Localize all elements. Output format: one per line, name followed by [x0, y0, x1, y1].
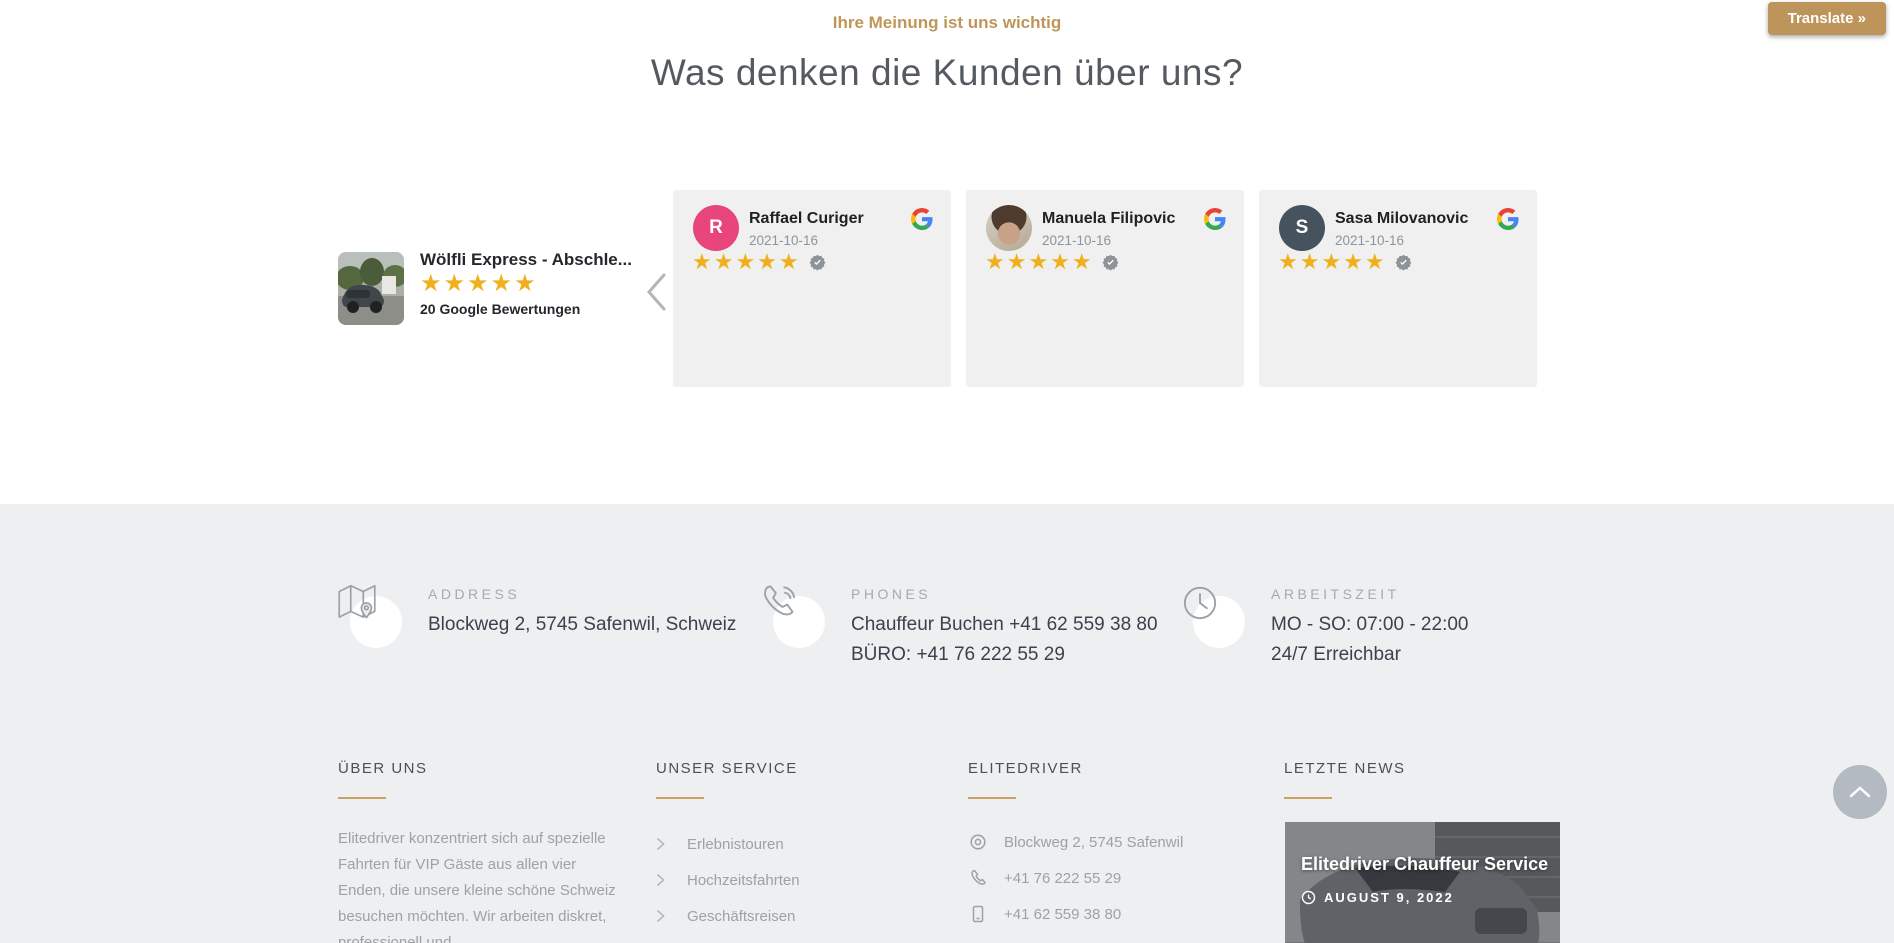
service-label: Hochzeitsfahrten: [687, 871, 800, 889]
news-car-image: [1285, 822, 1560, 943]
avatar: R: [693, 205, 739, 251]
elitedriver-column-title: ELITEDRIVER: [968, 760, 1083, 777]
review-card: S Sasa Milovanovic 2021-10-16 ★★★★★: [1259, 190, 1537, 387]
carousel-prev-button[interactable]: [645, 272, 669, 312]
news-article-card[interactable]: Elitedriver Chauffeur Service AUGUST 9, …: [1285, 822, 1560, 943]
footer-email-text: info@elitedriver.ch: [1004, 942, 1128, 943]
business-rating-stars: ★★★★★: [420, 270, 538, 297]
verified-badge-icon: [1102, 254, 1119, 271]
scroll-to-top-button[interactable]: [1833, 765, 1887, 819]
chevron-left-icon: [646, 273, 666, 311]
footer-address-text: Blockweg 2, 5745 Safenwil: [1004, 833, 1184, 851]
phone-line-chauffeur[interactable]: Chauffeur Buchen +41 62 559 38 80: [851, 614, 1158, 635]
news-article-title[interactable]: Elitedriver Chauffeur Service: [1301, 854, 1549, 874]
footer-phone-text: +41 76 222 55 29: [1004, 869, 1122, 887]
review-rating: ★★★★★: [692, 251, 826, 273]
footer-phone-item[interactable]: +41 76 222 55 29: [968, 860, 1248, 896]
review-date: 2021-10-16: [1335, 233, 1405, 248]
business-review-count[interactable]: 20 Google Bewertungen: [420, 300, 581, 317]
reviewer-name[interactable]: Sasa Milovanovic: [1335, 210, 1469, 227]
verified-badge-icon: [809, 254, 826, 271]
footer-email-item[interactable]: info@elitedriver.ch: [968, 932, 1248, 943]
verified-badge-icon: [1395, 254, 1412, 271]
chevron-right-icon: [656, 837, 665, 851]
news-date-text: AUGUST 9, 2022: [1324, 890, 1454, 905]
gold-divider: [968, 797, 1016, 799]
avatar: S: [1279, 205, 1325, 251]
review-card: Manuela Filipovic 2021-10-16 ★★★★★: [966, 190, 1244, 387]
elitedriver-contact-list: Blockweg 2, 5745 Safenwil +41 76 222 55 …: [968, 824, 1248, 943]
mobile-phone-icon: [972, 905, 984, 923]
google-icon[interactable]: [911, 208, 933, 230]
footer-address-item: Blockweg 2, 5745 Safenwil: [968, 824, 1248, 860]
gold-divider: [338, 797, 386, 799]
google-business-summary: Wölfli Express - Abschle... ★★★★★ 20 Goo…: [338, 250, 658, 330]
gold-divider: [1284, 797, 1332, 799]
services-column-title: UNSER SERVICE: [656, 760, 798, 777]
star-rating: ★★★★★: [692, 249, 801, 274]
about-text: Elitedriver konzentriert sich auf spezie…: [338, 830, 616, 943]
phones-label: PHONES: [851, 586, 932, 602]
service-link-besondere-anlaesse[interactable]: Besondere Anlässe: [656, 934, 916, 943]
hours-line-2: 24/7 Erreichbar: [1271, 644, 1401, 665]
service-label: Geschäftsreisen: [687, 907, 796, 925]
star-rating: ★★★★★: [1278, 249, 1387, 274]
translate-button[interactable]: Translate »: [1767, 2, 1886, 35]
star-rating: ★★★★★: [985, 249, 1094, 274]
reviewer-name[interactable]: Manuela Filipovic: [1042, 210, 1176, 227]
car-photo-illustration: [338, 252, 404, 325]
address-value: Blockweg 2, 5745 Safenwil, Schweiz: [428, 614, 737, 635]
avatar: [986, 205, 1032, 251]
review-rating: ★★★★★: [1278, 251, 1412, 273]
business-name[interactable]: Wölfli Express - Abschle...: [420, 250, 632, 269]
service-link-geschaeftsreisen[interactable]: Geschäftsreisen: [656, 898, 916, 934]
services-list: Erlebnistouren Hochzeitsfahrten Geschäft…: [656, 826, 916, 943]
location-pin-icon: [970, 834, 986, 850]
google-icon[interactable]: [1204, 208, 1226, 230]
phone-icon: [971, 870, 986, 885]
hours-value: MO - SO: 07:00 - 22:00 24/7 Erreichbar: [1271, 610, 1468, 670]
section-heading: Was denken die Kunden über uns?: [650, 52, 1244, 93]
review-card: R Raffael Curiger 2021-10-16 ★★★★★: [673, 190, 951, 387]
hours-label: ARBEITSZEIT: [1271, 586, 1400, 602]
reviewer-name[interactable]: Raffael Curiger: [749, 210, 864, 227]
service-link-hochzeitsfahrten[interactable]: Hochzeitsfahrten: [656, 862, 916, 898]
map-icon: [334, 580, 408, 648]
footer-phone2-text: +41 62 559 38 80: [1004, 905, 1122, 923]
review-date: 2021-10-16: [749, 233, 819, 248]
review-date: 2021-10-16: [1042, 233, 1112, 248]
phones-value: Chauffeur Buchen +41 62 559 38 80 BÜRO: …: [851, 610, 1158, 670]
service-label: Erlebnistouren: [687, 835, 784, 853]
clock-icon: [1301, 890, 1316, 905]
phone-icon: [757, 580, 831, 648]
service-link-erlebnistouren[interactable]: Erlebnistouren: [656, 826, 916, 862]
hours-line-1: MO - SO: 07:00 - 22:00: [1271, 614, 1469, 635]
section-tagline: Ihre Meinung ist uns wichtig: [832, 13, 1062, 32]
gold-divider: [656, 797, 704, 799]
google-icon[interactable]: [1497, 208, 1519, 230]
phone-line-buero[interactable]: BÜRO: +41 76 222 55 29: [851, 644, 1065, 665]
business-photo: [338, 252, 404, 325]
chevron-right-icon: [656, 873, 665, 887]
news-column-title: LETZTE NEWS: [1284, 760, 1406, 777]
review-rating: ★★★★★: [985, 251, 1119, 273]
about-column-title: ÜBER UNS: [338, 760, 428, 777]
news-article-date: AUGUST 9, 2022: [1301, 890, 1454, 905]
chevron-up-icon: [1849, 786, 1871, 798]
chevron-right-icon: [656, 909, 665, 923]
clock-icon: [1177, 580, 1251, 648]
footer: ADDRESS Blockweg 2, 5745 Safenwil, Schwe…: [0, 504, 1894, 943]
address-label: ADDRESS: [428, 586, 521, 602]
business-info: Wölfli Express - Abschle... ★★★★★ 20 Goo…: [420, 250, 670, 317]
footer-phone2-item[interactable]: +41 62 559 38 80: [968, 896, 1248, 932]
